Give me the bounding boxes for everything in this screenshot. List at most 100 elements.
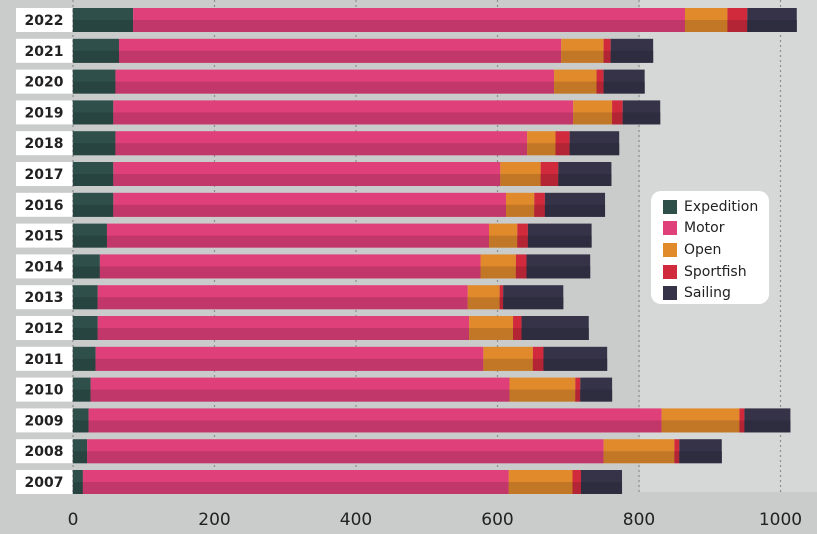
bar-shade-sailing-2022 bbox=[747, 20, 797, 32]
bar-shade-open-2015 bbox=[489, 235, 518, 248]
x-axis-labels: 0 200 400 600 800 1000 bbox=[68, 510, 803, 530]
y-tick-label: 2008 bbox=[25, 444, 64, 460]
bar-shade-open-2018 bbox=[527, 143, 556, 156]
bar-shade-sportfish-2009 bbox=[739, 420, 745, 433]
bar-shade-sailing-2007 bbox=[580, 482, 623, 494]
bar-shade-motor-2010 bbox=[90, 389, 510, 402]
bar-shade-sailing-2018 bbox=[569, 143, 620, 156]
y-label-box-2009 bbox=[16, 408, 72, 433]
legend-item-motor: Motor bbox=[663, 218, 769, 240]
bar-shade-open-2013 bbox=[467, 297, 500, 310]
bar-shade-expedition-2013 bbox=[73, 297, 98, 310]
bar-shade-sportfish-2020 bbox=[596, 81, 604, 94]
y-tick-label: 2019 bbox=[25, 105, 64, 121]
bar-shade-sportfish-2011 bbox=[532, 358, 544, 371]
y-label-box-2011 bbox=[16, 346, 72, 371]
bar-shade-open-2022 bbox=[684, 20, 728, 32]
bar-shade-motor-2017 bbox=[113, 174, 501, 186]
legend-label: Sportfish bbox=[684, 263, 747, 280]
y-tick-label: 2016 bbox=[25, 198, 64, 214]
bar-shade-sportfish-2008 bbox=[674, 451, 680, 464]
bar-shade-sportfish-2022 bbox=[727, 20, 748, 32]
bar-shade-motor-2014 bbox=[99, 266, 481, 279]
bar-shade-expedition-2009 bbox=[73, 420, 89, 433]
y-tick-label: 2010 bbox=[25, 383, 64, 399]
bar-shade-motor-2015 bbox=[106, 235, 490, 248]
y-label-box-2021 bbox=[16, 38, 72, 63]
bars-group bbox=[73, 8, 797, 494]
bar-shade-open-2009 bbox=[661, 420, 740, 433]
bar-shade-open-2010 bbox=[509, 389, 576, 402]
legend-swatch bbox=[663, 286, 677, 301]
x-tick-label: 0 bbox=[68, 510, 79, 530]
y-tick-label: 2017 bbox=[25, 167, 64, 183]
bar-shade-sportfish-2021 bbox=[603, 50, 611, 63]
y-tick-label: 2020 bbox=[25, 75, 64, 91]
bar-shade-expedition-2008 bbox=[73, 451, 88, 464]
y-label-box-2015 bbox=[16, 223, 72, 248]
bar-shade-expedition-2011 bbox=[73, 358, 96, 371]
bar-shade-sailing-2021 bbox=[610, 50, 654, 63]
bar-shade-motor-2019 bbox=[113, 112, 574, 125]
y-label-box-2017 bbox=[16, 162, 72, 186]
bar-shade-sportfish-2013 bbox=[499, 297, 504, 310]
y-tick-label: 2009 bbox=[25, 413, 64, 429]
x-tick-label: 600 bbox=[481, 510, 513, 530]
bar-shade-expedition-2017 bbox=[73, 174, 114, 186]
y-tick-label: 2007 bbox=[25, 475, 64, 491]
bar-shade-sailing-2013 bbox=[503, 297, 564, 310]
legend-label: Open bbox=[684, 241, 722, 258]
bar-shade-motor-2022 bbox=[133, 20, 685, 32]
bar-shade-sailing-2017 bbox=[558, 174, 612, 186]
legend-swatch bbox=[663, 221, 677, 236]
bar-shade-sailing-2015 bbox=[527, 235, 592, 248]
bar-shade-open-2012 bbox=[469, 328, 514, 340]
bar-shade-sportfish-2014 bbox=[515, 266, 527, 279]
bar-shade-motor-2013 bbox=[97, 297, 468, 310]
y-label-box-2016 bbox=[16, 192, 72, 217]
bar-shade-motor-2008 bbox=[87, 451, 604, 464]
bar-shade-sportfish-2015 bbox=[517, 235, 528, 248]
bar-shade-expedition-2016 bbox=[73, 204, 114, 217]
y-label-box-2012 bbox=[16, 316, 72, 340]
bar-shade-expedition-2007 bbox=[73, 482, 83, 494]
legend-swatch bbox=[663, 264, 677, 279]
bar-shade-sailing-2008 bbox=[679, 451, 722, 464]
bar-shade-motor-2011 bbox=[95, 358, 484, 371]
bar-shade-sailing-2012 bbox=[521, 328, 589, 340]
bar-shade-sailing-2016 bbox=[544, 204, 606, 217]
y-axis-labels: 2022 2021 2020 2019 2018 2017 2016 2015 2014 2013… bbox=[16, 8, 72, 494]
bar-shade-sportfish-2018 bbox=[555, 143, 570, 156]
bar-shade-expedition-2014 bbox=[73, 266, 100, 279]
bar-shade-sportfish-2016 bbox=[534, 204, 545, 217]
legend-item-expedition: Expedition bbox=[663, 196, 769, 218]
bar-shade-expedition-2020 bbox=[73, 81, 116, 94]
bar-shade-motor-2021 bbox=[118, 50, 562, 63]
bar-shade-expedition-2022 bbox=[73, 20, 134, 32]
bar-shade-sportfish-2017 bbox=[540, 174, 559, 186]
bar-shade-sailing-2019 bbox=[622, 112, 661, 125]
y-tick-label: 2011 bbox=[25, 352, 64, 368]
x-tick-label: 200 bbox=[198, 510, 230, 530]
legend-label: Expedition bbox=[684, 198, 759, 215]
y-tick-label: 2014 bbox=[25, 259, 64, 275]
legend-swatch bbox=[663, 199, 677, 214]
legend: Expedition Motor Open Sportfish Sailing bbox=[651, 191, 769, 304]
bar-shade-sportfish-2007 bbox=[572, 482, 581, 494]
legend-swatch bbox=[663, 242, 677, 257]
bar-shade-open-2007 bbox=[508, 482, 573, 494]
y-tick-label: 2022 bbox=[25, 13, 64, 29]
y-label-box-2007 bbox=[16, 470, 72, 494]
bar-shade-open-2014 bbox=[480, 266, 516, 279]
y-tick-label: 2018 bbox=[25, 136, 64, 152]
bar-shade-open-2008 bbox=[603, 451, 675, 464]
bar-shade-sailing-2020 bbox=[603, 81, 645, 94]
bar-shade-expedition-2021 bbox=[73, 50, 119, 63]
legend-item-sportfish: Sportfish bbox=[663, 261, 769, 283]
bar-shade-expedition-2018 bbox=[73, 143, 116, 156]
legend-item-open: Open bbox=[663, 239, 769, 261]
bar-shade-expedition-2015 bbox=[73, 235, 107, 248]
bar-shade-motor-2016 bbox=[113, 204, 506, 217]
y-tick-label: 2013 bbox=[25, 290, 64, 306]
